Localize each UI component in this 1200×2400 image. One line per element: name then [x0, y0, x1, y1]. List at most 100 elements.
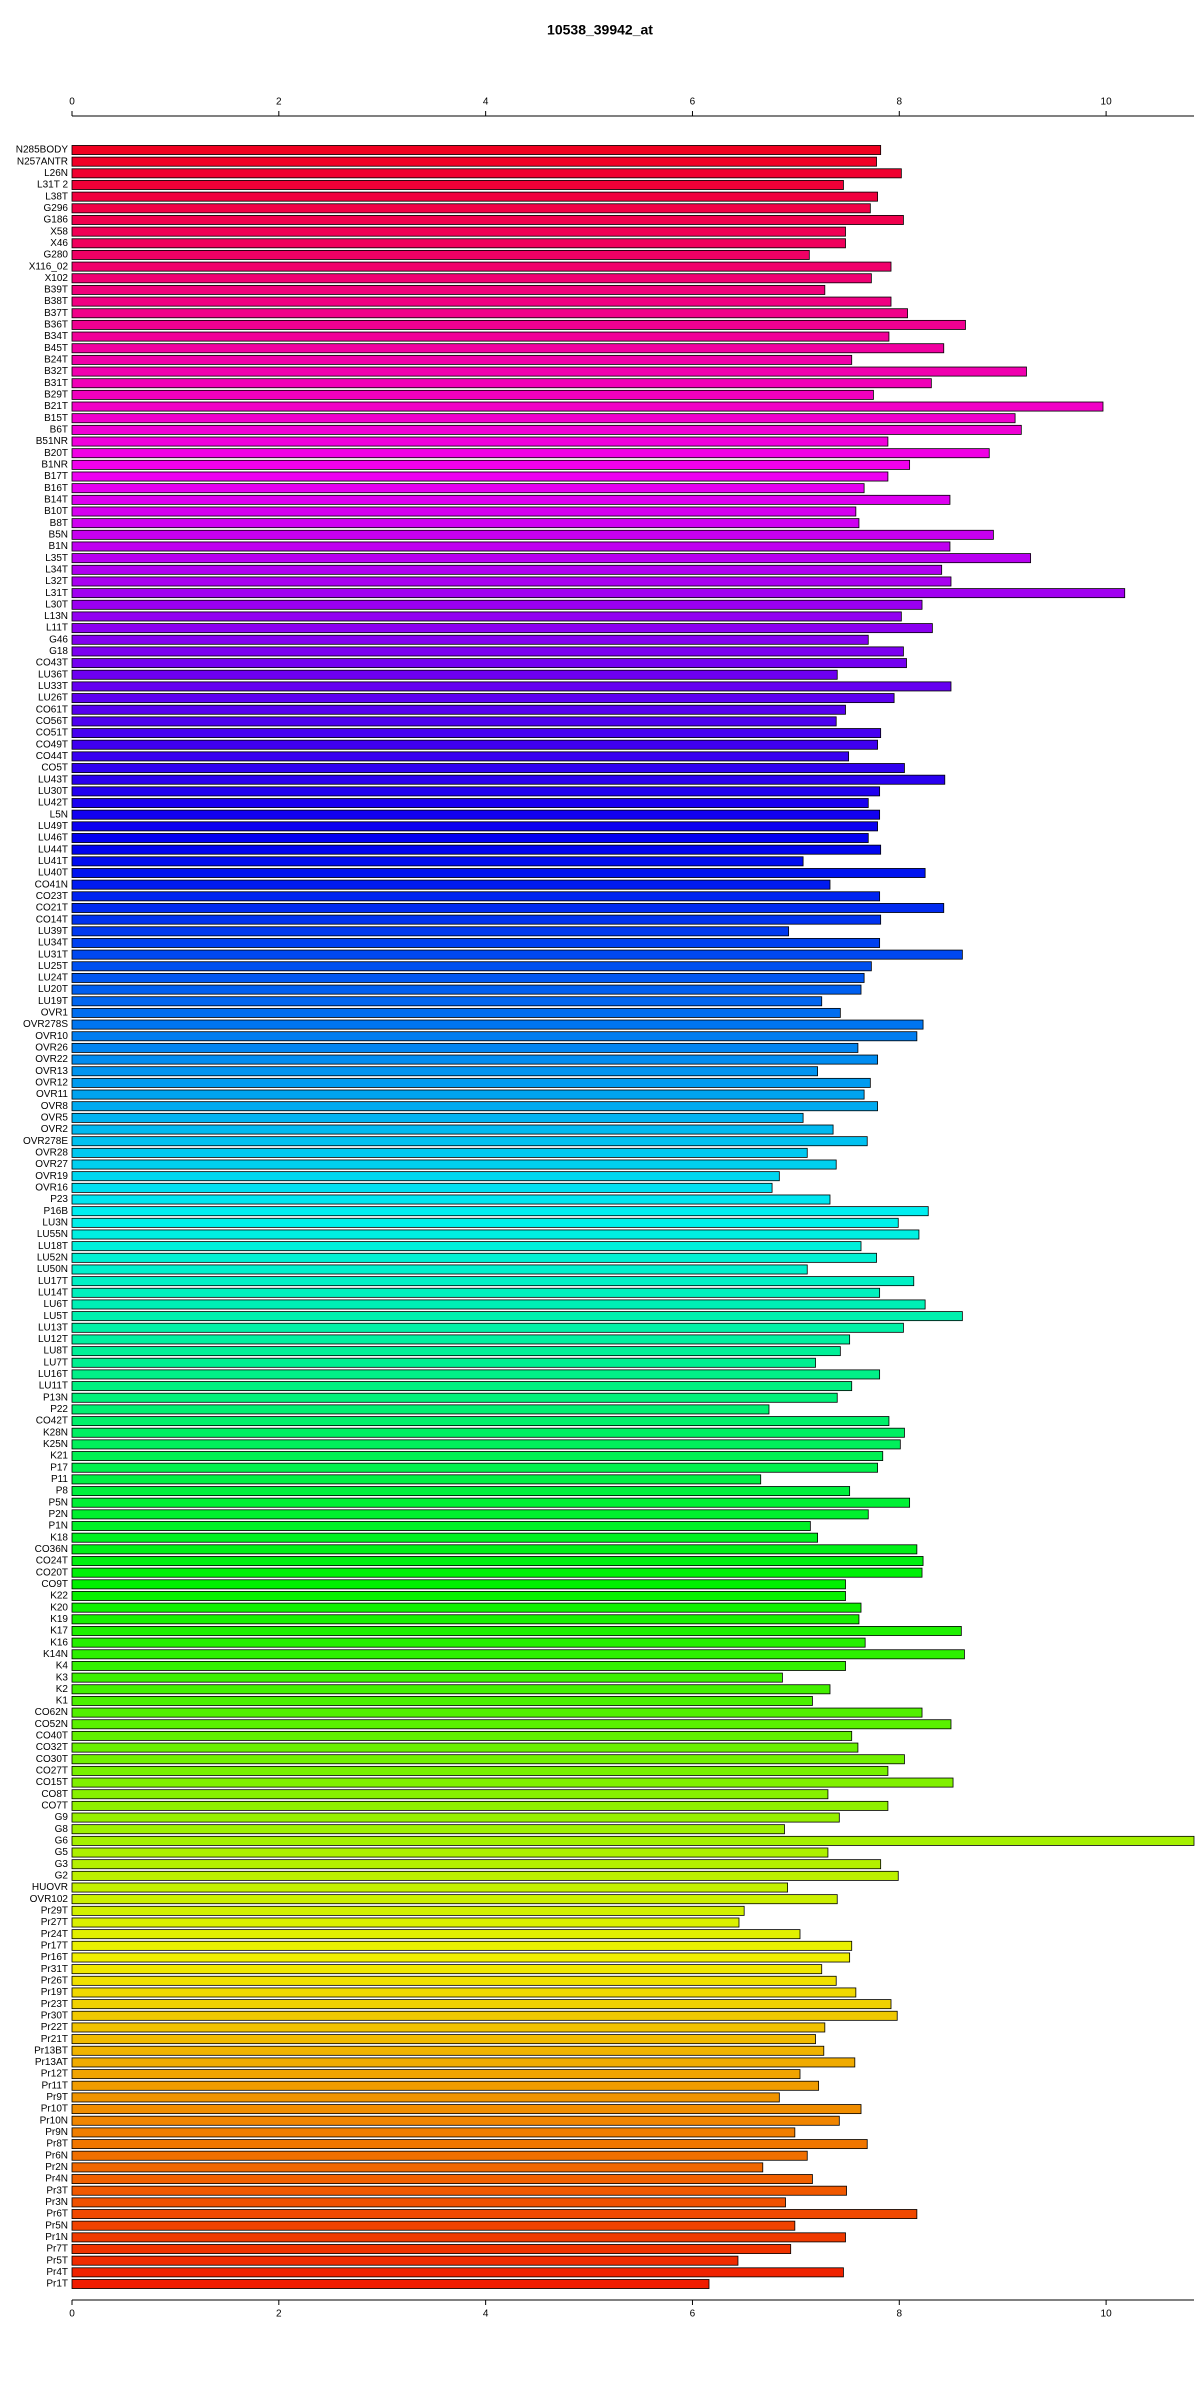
- y-tick-label: X46: [50, 238, 68, 249]
- y-tick-label: Pr10N: [40, 2115, 68, 2126]
- y-tick-label: OVR10: [35, 1031, 68, 1042]
- y-tick-label: K20: [50, 1602, 68, 1613]
- bar: [71, 518, 860, 529]
- bar: [71, 1462, 878, 1473]
- bar: [71, 284, 826, 295]
- y-tick-label: Pr9T: [46, 2092, 68, 2103]
- bar: [71, 1311, 963, 1322]
- y-tick-label: Pr3T: [46, 2185, 68, 2196]
- bar: [71, 681, 952, 692]
- y-tick-label: P22: [50, 1404, 68, 1415]
- y-tick-label: B31T: [44, 378, 68, 389]
- bar: [71, 1031, 918, 1042]
- y-tick-label: K22: [50, 1591, 68, 1602]
- y-tick-label: LU40T: [38, 868, 68, 879]
- y-tick-label: K2: [56, 1684, 69, 1695]
- y-tick-label: N257ANTR: [17, 156, 68, 167]
- bar: [71, 1194, 831, 1205]
- bar: [71, 634, 869, 645]
- bar: [71, 914, 882, 925]
- y-tick-label: CO56T: [36, 716, 68, 727]
- y-tick-label: G6: [55, 1836, 69, 1847]
- y-tick-label: Pr22T: [41, 2022, 68, 2033]
- bar: [71, 1147, 808, 1158]
- bar: [71, 319, 966, 330]
- y-tick-label: Pr30T: [41, 2010, 68, 2021]
- y-tick-label: CO8T: [41, 1789, 68, 1800]
- bar: [71, 541, 951, 552]
- bar: [71, 273, 872, 284]
- bar: [71, 856, 804, 867]
- y-tick-label: L11T: [46, 623, 68, 634]
- bar: [71, 1614, 860, 1625]
- bar: [71, 1206, 929, 1217]
- bar: [71, 1521, 811, 1531]
- bar: [71, 1882, 788, 1893]
- y-tick-label: Pr8T: [46, 2139, 68, 2150]
- y-tick-label: L32T: [45, 576, 68, 587]
- bar: [71, 424, 1022, 435]
- y-tick-label: HUOVR: [32, 1882, 68, 1893]
- bar: [71, 1404, 770, 1415]
- bar: [71, 1929, 801, 1940]
- x-tick-label: 4: [483, 2309, 489, 2320]
- y-tick-label: CO51T: [36, 728, 68, 739]
- bar: [71, 366, 1027, 377]
- y-tick-label: B32T: [44, 366, 68, 377]
- bar: [71, 1789, 829, 1800]
- bar: [71, 1357, 816, 1368]
- y-tick-label: LU3N: [42, 1217, 68, 1228]
- bar: [71, 646, 904, 657]
- y-tick-label: LU36T: [38, 669, 68, 680]
- bar: [71, 1952, 851, 1963]
- y-tick-label: B29T: [44, 390, 68, 401]
- bar: [71, 343, 945, 354]
- y-tick-label: P17: [50, 1462, 68, 1473]
- y-tick-label: L35T: [45, 553, 68, 564]
- y-tick-label: K25N: [43, 1439, 68, 1450]
- bar: [71, 1299, 926, 1310]
- bar: [71, 238, 846, 249]
- bar: [71, 774, 946, 785]
- bar: [71, 2010, 898, 2021]
- y-tick-label: L31T 2: [37, 180, 68, 191]
- y-tick-label: P5N: [49, 1497, 68, 1508]
- y-tick-label: K21: [50, 1451, 68, 1462]
- y-tick-label: LU41T: [38, 856, 68, 867]
- y-tick-label: CO27T: [36, 1766, 68, 1777]
- y-tick-label: B8T: [50, 518, 68, 529]
- y-tick-label: G3: [55, 1859, 69, 1870]
- y-tick-label: Pr4N: [45, 2174, 68, 2185]
- y-tick-label: B38T: [44, 296, 68, 307]
- x-tick-label: 10: [1101, 2309, 1113, 2320]
- y-tick-label: CO43T: [36, 658, 68, 669]
- y-tick-label: B21T: [44, 401, 68, 412]
- bar: [71, 191, 878, 202]
- bar: [71, 529, 994, 540]
- y-tick-label: Pr31T: [41, 1964, 68, 1975]
- y-tick-label: Pr5T: [46, 2255, 68, 2266]
- bar: [71, 972, 865, 983]
- bar: [71, 494, 951, 505]
- bar: [71, 669, 838, 680]
- y-tick-label: OVR13: [35, 1066, 68, 1077]
- bar: [71, 1042, 859, 1053]
- bar: [71, 1381, 853, 1392]
- y-tick-label: LU52N: [37, 1252, 68, 1263]
- y-tick-label: B34T: [44, 331, 68, 342]
- bar: [71, 2267, 844, 2278]
- y-tick-label: LU5T: [44, 1311, 68, 1322]
- bar: [71, 2232, 846, 2243]
- y-tick-label: K3: [56, 1672, 69, 1683]
- y-tick-label: OVR19: [35, 1171, 68, 1182]
- y-tick-label: LU39T: [38, 926, 68, 937]
- y-tick-label: LU8T: [44, 1346, 68, 1357]
- bar: [71, 1812, 840, 1823]
- y-tick-label: LU18T: [38, 1241, 68, 1252]
- bar: [71, 1101, 878, 1112]
- y-tick-label: B14T: [44, 494, 68, 505]
- x-tick-label: 6: [690, 97, 696, 108]
- bar: [71, 308, 908, 319]
- bar: [71, 1334, 851, 1345]
